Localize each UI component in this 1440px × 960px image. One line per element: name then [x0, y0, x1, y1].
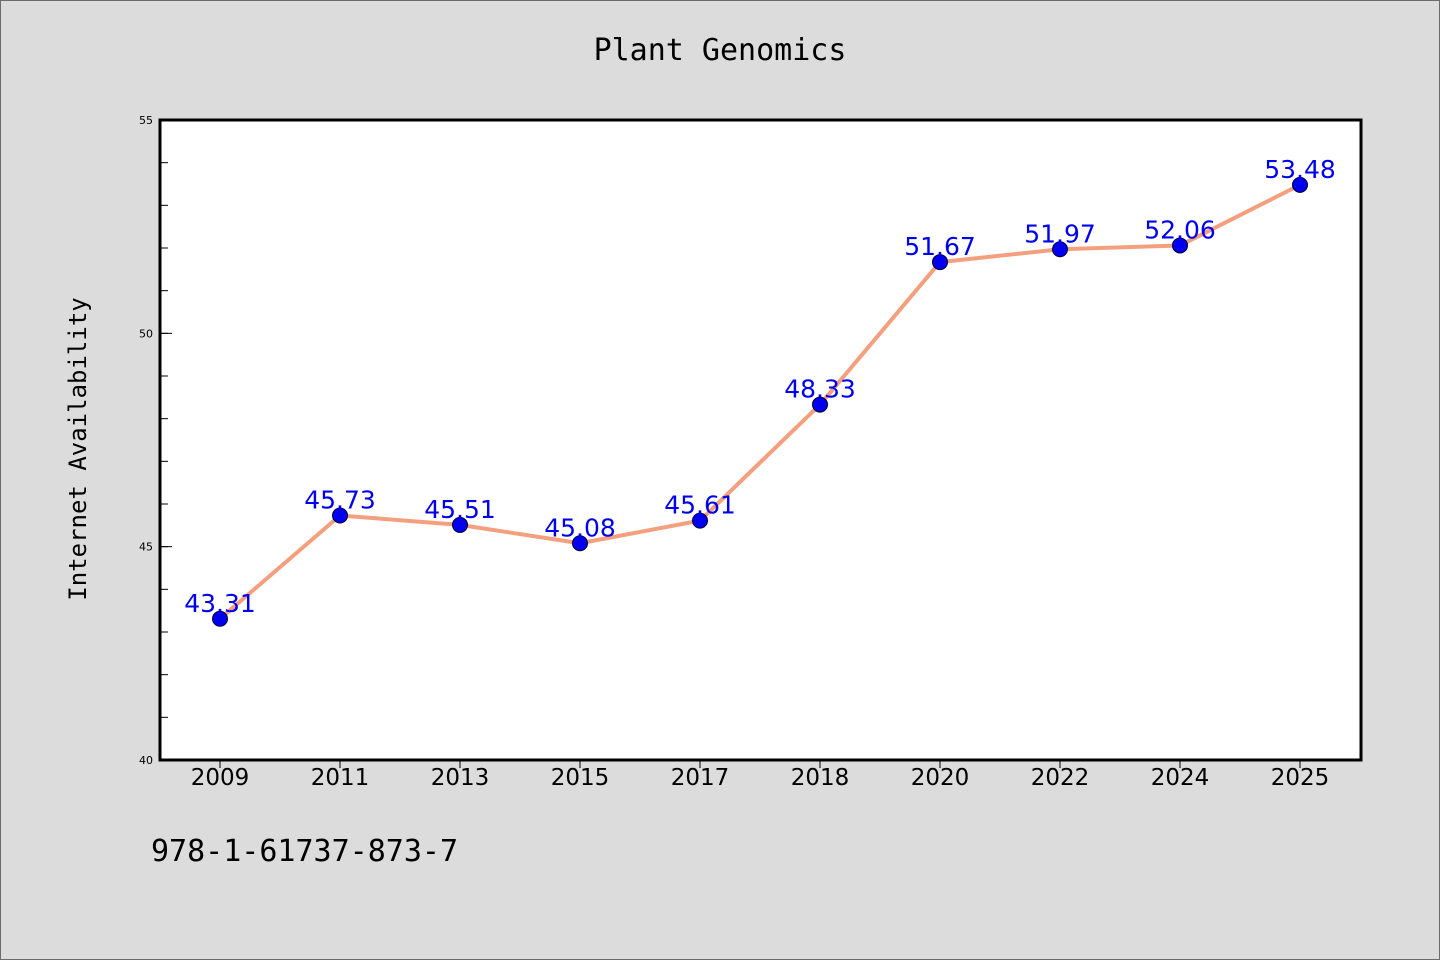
data-label: 43.31 — [184, 589, 256, 618]
data-point — [692, 512, 708, 529]
data-label: 45.61 — [664, 491, 736, 520]
data-point — [1292, 176, 1308, 193]
footer-identifier: 978-1-61737-873-7 — [151, 834, 459, 869]
y-tick-label: 45 — [139, 541, 153, 554]
data-point — [812, 396, 828, 413]
data-label: 48.33 — [784, 375, 856, 404]
data-label: 45.51 — [424, 495, 496, 524]
x-tick-label: 2017 — [671, 765, 730, 791]
chart-title: Plant Genomics — [593, 33, 847, 68]
data-point — [932, 254, 948, 271]
x-tick-label: 2015 — [551, 765, 610, 791]
x-tick-label: 2018 — [791, 765, 850, 791]
data-label: 51.67 — [904, 232, 976, 261]
x-tick-label: 2024 — [1151, 765, 1210, 791]
x-tick-label: 2025 — [1271, 765, 1330, 791]
data-label: 52.06 — [1144, 215, 1216, 244]
data-label: 45.08 — [544, 513, 616, 542]
x-tick-label: 2013 — [431, 765, 490, 791]
y-tick-label: 55 — [139, 114, 153, 127]
x-tick-label: 2009 — [191, 765, 250, 791]
y-tick-label: 40 — [139, 754, 153, 767]
data-point — [572, 535, 588, 552]
x-tick-label: 2022 — [1031, 765, 1090, 791]
x-tick-label: 2011 — [311, 765, 370, 791]
series-line — [218, 182, 1302, 621]
data-point — [212, 610, 228, 627]
y-tick-label: 50 — [139, 327, 153, 340]
data-label: 45.73 — [304, 486, 376, 515]
data-label: 51.97 — [1024, 219, 1096, 248]
data-point — [452, 516, 468, 533]
data-point — [1052, 241, 1068, 258]
data-point — [332, 507, 348, 524]
data-point — [1172, 237, 1188, 254]
data-label: 53.48 — [1264, 155, 1336, 184]
plot-area — [160, 120, 1361, 760]
plot-border — [158, 118, 1363, 762]
x-tick-label: 2020 — [911, 765, 970, 791]
